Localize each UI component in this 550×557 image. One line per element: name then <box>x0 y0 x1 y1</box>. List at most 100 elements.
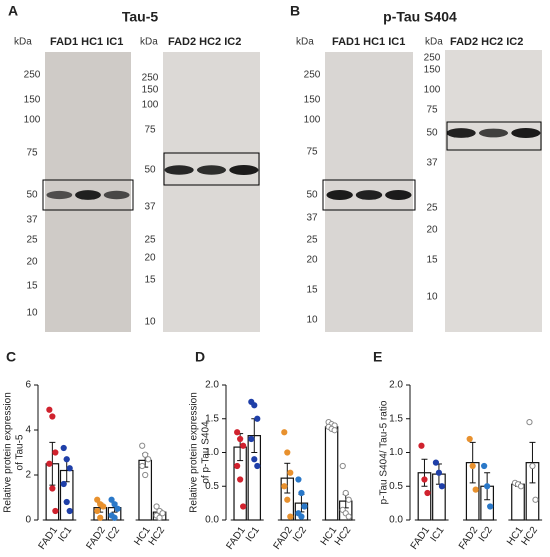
data-point <box>432 459 440 466</box>
band <box>446 128 476 138</box>
data-point <box>46 406 53 413</box>
lane-labels: FAD1 HC1 IC1 <box>50 36 123 48</box>
y-tick-label: 1.5 <box>205 413 219 424</box>
data-point <box>472 486 479 493</box>
data-point <box>484 483 491 490</box>
y-axis-label: p-Tau S404/ Tau-5 ratio <box>379 400 390 504</box>
data-point <box>63 498 70 506</box>
error-bar <box>469 441 476 484</box>
marker-label: 50 <box>26 190 38 201</box>
unit-label: kDa <box>425 37 443 48</box>
y-tick-label: 1.0 <box>389 447 403 458</box>
marker-label: 10 <box>144 317 156 328</box>
band-box <box>163 152 260 186</box>
y-tick-label: 6 <box>25 380 31 391</box>
marker-label: 20 <box>26 257 38 268</box>
panel-letter: A <box>8 3 18 19</box>
data-point <box>240 503 247 510</box>
data-point <box>145 456 152 463</box>
data-point <box>284 496 291 503</box>
data-point <box>142 451 149 458</box>
data-point <box>342 489 349 497</box>
data-point <box>251 402 258 409</box>
data-point <box>156 514 163 521</box>
y-tick-label: 0.5 <box>205 481 219 492</box>
data-point <box>49 413 56 420</box>
y-tick-label: 0.0 <box>205 515 219 526</box>
data-point <box>345 496 352 503</box>
panel-letter: C <box>6 349 16 365</box>
marker-label: 100 <box>304 115 321 126</box>
lane-labels: FAD2 HC2 IC2 <box>168 36 241 48</box>
x-tick-label: HC2 <box>147 525 168 548</box>
marker-label: 20 <box>306 255 318 266</box>
data-point <box>424 489 431 497</box>
data-point <box>108 496 115 503</box>
marker-label: 10 <box>306 315 318 326</box>
marker-label: 10 <box>26 308 38 319</box>
marker-label: 15 <box>26 281 38 292</box>
data-point <box>114 505 121 512</box>
membrane <box>445 50 542 332</box>
marker-label: 150 <box>304 95 321 106</box>
membrane <box>163 52 260 332</box>
bar <box>324 426 339 521</box>
data-point <box>142 471 149 479</box>
data-point <box>481 462 488 470</box>
marker-label: 25 <box>144 235 156 246</box>
x-tick-label: IC2 <box>104 525 122 544</box>
unit-label: kDa <box>14 37 32 48</box>
data-point <box>111 501 118 508</box>
marker-label: 50 <box>426 128 438 139</box>
data-point <box>66 465 73 472</box>
data-point <box>139 442 146 449</box>
data-point <box>517 483 525 490</box>
marker-label: 250 <box>304 70 321 81</box>
data-point <box>435 469 443 476</box>
y-tick-label: 0.0 <box>389 515 403 526</box>
marker-label: 10 <box>426 292 438 303</box>
y-axis-label: of Tau-5 <box>15 434 26 470</box>
data-point <box>94 507 101 515</box>
data-point <box>339 462 346 470</box>
y-tick-label: 4 <box>25 425 31 436</box>
x-tick-label: IC2 <box>291 525 309 544</box>
data-point <box>234 462 241 470</box>
data-point <box>111 514 118 521</box>
y-tick-label: 2.0 <box>389 380 403 391</box>
data-point <box>287 513 294 520</box>
unit-label: kDa <box>296 37 314 48</box>
band-box <box>322 179 416 211</box>
data-point <box>438 483 446 490</box>
panel-letter: E <box>373 349 382 365</box>
panel-letter: D <box>195 349 205 365</box>
data-point <box>49 485 56 492</box>
data-point <box>421 476 428 483</box>
data-point <box>331 427 338 434</box>
bar <box>138 459 153 521</box>
band <box>355 190 383 200</box>
marker-label: 100 <box>424 85 441 96</box>
marker-label: 37 <box>306 213 318 224</box>
band <box>478 128 509 138</box>
x-tick-label: HC2 <box>333 525 354 548</box>
band <box>164 165 194 175</box>
marker-label: 75 <box>26 148 38 159</box>
marker-label: 250 <box>24 70 41 81</box>
data-point <box>345 513 352 520</box>
data-point <box>466 435 473 443</box>
marker-label: 75 <box>306 147 318 158</box>
data-point <box>139 462 146 470</box>
data-point <box>284 449 291 456</box>
band <box>196 165 227 175</box>
data-point <box>66 507 73 515</box>
data-point <box>100 503 107 510</box>
band <box>511 128 541 138</box>
data-point <box>94 496 101 503</box>
marker-label: 20 <box>144 253 156 264</box>
data-point <box>469 462 476 470</box>
panel-letter: B <box>290 3 300 19</box>
data-point <box>418 442 425 449</box>
data-point <box>254 415 261 422</box>
data-point <box>487 503 494 510</box>
